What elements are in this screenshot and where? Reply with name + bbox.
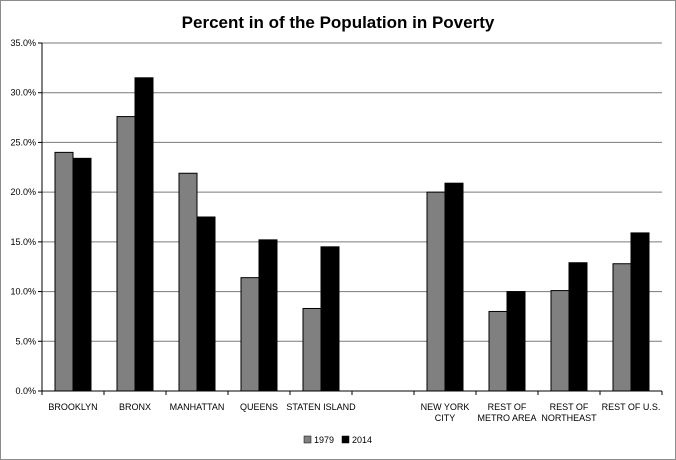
legend: 1979 2014: [303, 435, 372, 445]
bar-1979-2: [178, 172, 198, 392]
ytick-label-3: 15.0%: [10, 237, 36, 247]
axes: [41, 43, 663, 395]
legend-swatch-2014: [341, 435, 350, 444]
category-label-6-1: CITY: [435, 413, 456, 423]
category-label-9-0: REST OF U.S.: [602, 402, 661, 412]
ytick-label-7: 35.0%: [10, 38, 36, 48]
chart-title: Percent in of the Population in Poverty: [182, 13, 495, 32]
category-label-0-0: BROOKLYN: [48, 402, 97, 412]
category-label-2-0: MANHATTAN: [170, 402, 225, 412]
bar-1979-0: [54, 151, 74, 392]
category-label-7-1: METRO AREA: [477, 413, 536, 423]
bar-1979-4: [302, 307, 322, 392]
ytick-label-1: 5.0%: [15, 336, 36, 346]
category-label-6-0: NEW YORK: [421, 402, 470, 412]
legend-label-1979: 1979: [314, 435, 334, 445]
category-label-8-0: REST OF: [550, 402, 589, 412]
category-label-4-0: STATEN ISLAND: [286, 402, 356, 412]
bar-2014-6: [444, 182, 464, 392]
ytick-label-6: 30.0%: [10, 88, 36, 98]
legend-swatch-1979: [303, 435, 312, 444]
bar-2014-0: [72, 157, 92, 392]
bar-1979-8: [550, 290, 570, 392]
bar-2014-7: [506, 291, 526, 392]
ytick-label-4: 20.0%: [10, 187, 36, 197]
ytick-label-0: 0.0%: [15, 386, 36, 396]
bar-1979-7: [488, 310, 508, 392]
bar-1979-3: [240, 277, 260, 392]
bar-1979-9: [612, 263, 632, 392]
bar-2014-1: [134, 77, 154, 392]
bar-2014-4: [320, 246, 340, 392]
bar-2014-9: [630, 232, 650, 392]
legend-label-2014: 2014: [352, 435, 372, 445]
bar-1979-1: [116, 116, 136, 392]
category-label-3-0: QUEENS: [240, 402, 278, 412]
bar-1979-6: [426, 191, 446, 392]
y-axis-ticks: 0.0% 5.0% 10.0% 15.0% 20.0% 25.0% 30.0% 35.0%: [10, 38, 42, 396]
category-label-8-1: NORTHEAST: [541, 413, 597, 423]
bar-2014-3: [258, 239, 278, 392]
category-label-7-0: REST OF: [488, 402, 527, 412]
category-labels: BROOKLYN BRONX MANHATTAN QUEENS STATEN ISLAN…: [48, 402, 660, 423]
bar-2014-2: [196, 216, 216, 392]
bars: [54, 77, 650, 392]
ytick-label-2: 10.0%: [10, 287, 36, 297]
category-label-1-0: BRONX: [119, 402, 151, 412]
bar-2014-8: [568, 262, 588, 392]
ytick-label-5: 25.0%: [10, 137, 36, 147]
